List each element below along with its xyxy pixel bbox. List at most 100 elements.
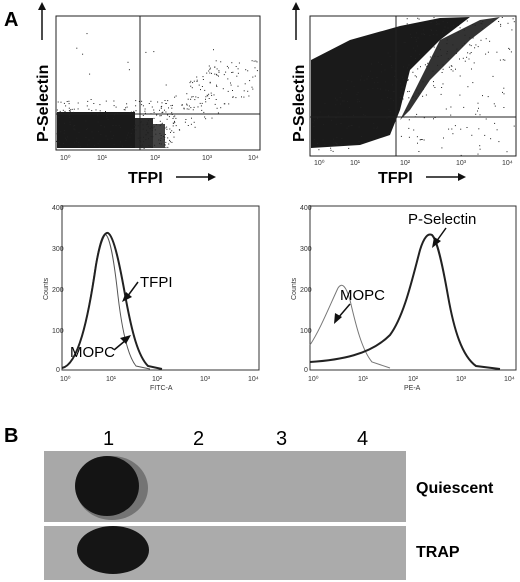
scatter-point: [215, 60, 217, 62]
scatter-point: [389, 111, 391, 113]
scatter-point: [471, 68, 472, 70]
scatter-point: [183, 108, 185, 110]
scatter-point: [440, 55, 442, 56]
blot-band-quiescent-1: [75, 456, 139, 516]
scatter-point: [165, 103, 167, 104]
scatter-point: [174, 121, 176, 123]
scatter-point: [147, 123, 149, 125]
scatter-point: [140, 141, 142, 143]
scatter-point: [100, 125, 102, 126]
scatter-point: [166, 126, 168, 128]
scatter-point: [230, 84, 232, 86]
scatter-point: [396, 79, 398, 81]
scatter-point: [373, 122, 375, 124]
scatter-point: [390, 97, 392, 99]
scatter-point: [68, 103, 70, 105]
scatter-point: [167, 137, 169, 139]
scatter-point: [88, 139, 90, 141]
scatter-point: [450, 106, 452, 108]
scatter-point: [113, 105, 115, 107]
scatter-point: [59, 123, 61, 125]
scatter-point: [168, 143, 170, 145]
scatter-point: [228, 67, 229, 69]
scatter-point: [376, 127, 378, 129]
scatter-2-xtick-4: 10⁴: [502, 160, 513, 167]
scatter-point: [172, 118, 174, 119]
scatter-point: [118, 125, 120, 127]
scatter-point: [113, 118, 115, 120]
scatter-point: [145, 134, 147, 136]
scatter-point: [371, 78, 373, 80]
scatter-point: [337, 112, 339, 114]
scatter-point: [105, 111, 106, 112]
scatter-point: [347, 100, 348, 102]
scatter-point: [172, 104, 173, 106]
scatter-point: [400, 90, 402, 92]
scatter-point: [501, 17, 503, 18]
scatter-point: [226, 65, 228, 67]
scatter-point: [121, 145, 123, 147]
scatter-point: [69, 121, 71, 123]
scatter-point: [243, 90, 245, 92]
scatter-point: [201, 109, 203, 111]
scatter-point: [412, 71, 414, 73]
histogram-1-ytick-100: 100: [52, 328, 64, 335]
scatter-point: [504, 59, 506, 61]
scatter-point: [145, 139, 147, 141]
scatter-point: [446, 39, 448, 41]
scatter-point: [472, 82, 474, 84]
scatter-point: [78, 141, 80, 143]
scatter-point: [389, 56, 391, 58]
scatter-point: [433, 46, 435, 48]
scatter-point: [451, 128, 453, 130]
scatter-point: [330, 119, 332, 121]
scatter-point: [68, 100, 70, 102]
scatter-point: [198, 84, 200, 86]
scatter-point: [346, 89, 348, 91]
scatter-point: [62, 109, 64, 111]
scatter-point: [327, 115, 329, 117]
scatter-point: [482, 95, 483, 97]
scatter-point: [211, 117, 213, 119]
scatter-point: [167, 114, 169, 116]
scatter-point: [208, 65, 210, 67]
scatter-point: [400, 86, 402, 88]
scatter-point: [363, 114, 365, 116]
scatter-point: [503, 93, 505, 95]
scatter-point: [91, 110, 93, 112]
scatter-point: [73, 128, 75, 130]
histogram-1-xtick-1: 10¹: [106, 376, 117, 383]
histogram-1-ytick-200: 200: [52, 287, 64, 294]
scatter-point: [174, 96, 176, 98]
scatter-point: [503, 87, 505, 89]
scatter-point: [381, 98, 383, 100]
scatter-point: [178, 129, 180, 131]
scatter-point: [385, 89, 387, 91]
scatter-point: [480, 39, 482, 41]
scatter-point: [164, 144, 166, 146]
scatter-point: [151, 106, 153, 108]
scatter-point: [135, 105, 137, 107]
scatter-point: [432, 34, 434, 36]
scatter-point: [470, 52, 472, 53]
scatter-point: [510, 51, 512, 53]
scatter-point: [416, 136, 418, 138]
histogram-1: 400 300 200 100 0 10⁰ 10¹ 10² 10³ 10⁴ Co…: [43, 205, 260, 392]
scatter-point: [408, 119, 410, 121]
scatter-point: [349, 107, 351, 109]
scatter-point: [408, 90, 410, 92]
scatter-point: [343, 100, 345, 102]
scatter-1-x-arrowhead: [208, 173, 216, 181]
scatter-point: [460, 128, 462, 130]
scatter-point: [414, 37, 416, 39]
scatter-2-xtick-2: 10²: [400, 160, 411, 167]
scatter-point: [186, 93, 188, 95]
scatter-point: [194, 99, 196, 101]
scatter-point: [216, 107, 218, 109]
scatter-point: [77, 108, 79, 110]
scatter-point: [60, 131, 62, 133]
scatter-point: [66, 101, 68, 102]
scatter-point: [216, 84, 217, 86]
scatter-point: [170, 105, 172, 107]
histogram-2-xlabel: PE-A: [404, 385, 421, 392]
